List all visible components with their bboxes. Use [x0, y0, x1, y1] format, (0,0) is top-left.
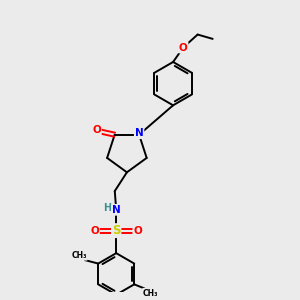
- Text: O: O: [90, 226, 99, 236]
- Text: CH₃: CH₃: [143, 289, 158, 298]
- Text: O: O: [134, 226, 142, 236]
- Text: S: S: [112, 224, 121, 237]
- Text: O: O: [179, 43, 188, 52]
- Text: O: O: [92, 125, 101, 135]
- Text: N: N: [112, 205, 121, 215]
- Text: N: N: [135, 128, 143, 138]
- Text: H: H: [103, 202, 111, 212]
- Text: CH₃: CH₃: [71, 251, 87, 260]
